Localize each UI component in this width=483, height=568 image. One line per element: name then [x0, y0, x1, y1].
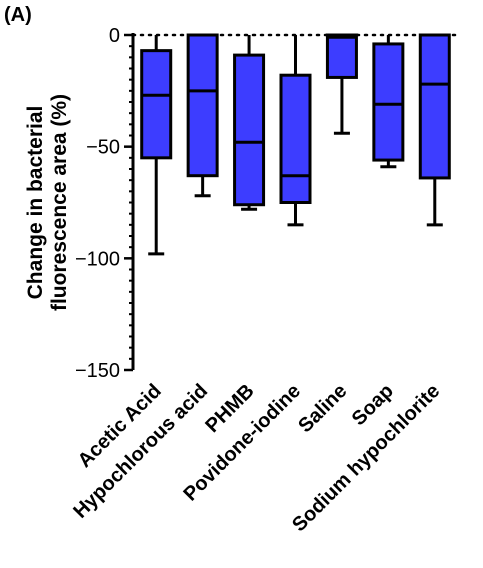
- axes: 0 −50 −100 −150: [75, 25, 460, 382]
- box-rect: [186, 33, 219, 178]
- box-acetic-acid: [140, 35, 173, 256]
- box-rect: [418, 33, 451, 180]
- box-saline: [325, 33, 358, 135]
- x-tick-label: Saline: [294, 380, 351, 437]
- panel-label: (A): [4, 4, 32, 26]
- box-hypochlorous-acid: [186, 33, 219, 198]
- boxes: [140, 33, 451, 256]
- box-rect: [140, 49, 173, 160]
- box-rect: [325, 33, 358, 79]
- box-rect: [372, 42, 405, 162]
- box-rect: [279, 73, 312, 204]
- y-tick-label: −50: [86, 137, 120, 159]
- box-sodium-hypochlorite: [418, 33, 451, 227]
- y-axis-label: Change in bacterial fluorescence area (%…: [24, 94, 71, 311]
- y-axis-label-line2: fluorescence area (%): [48, 94, 71, 311]
- y-tick-label: −100: [75, 248, 120, 270]
- y-tick-label: −150: [75, 360, 120, 382]
- y-axis-label-line1: Change in bacterial: [24, 106, 47, 300]
- box-rect: [233, 53, 266, 207]
- box-soap: [372, 35, 405, 169]
- box-povidone-iodine: [279, 35, 312, 227]
- box-phmb: [233, 35, 266, 211]
- y-tick-label: 0: [109, 25, 120, 47]
